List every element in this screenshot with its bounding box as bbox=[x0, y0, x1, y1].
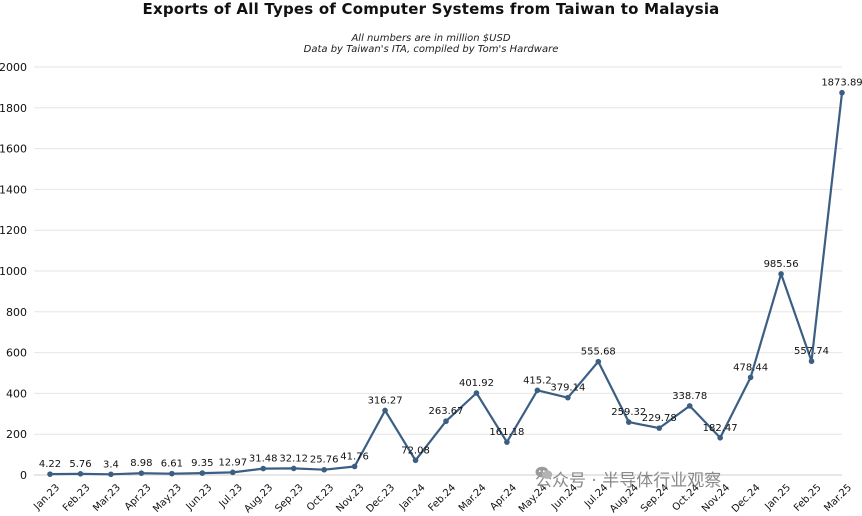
data-labels: 4.22 5.76 3.4 8.98 6.61 9.35 12.97 31.48 32.12 25… bbox=[39, 78, 862, 471]
y-tick-label: 1600 bbox=[0, 143, 27, 156]
x-tick-label: Nov.23 bbox=[334, 482, 366, 514]
x-tick-label: Dec.23 bbox=[364, 482, 397, 515]
y-tick-label: 200 bbox=[6, 428, 27, 441]
data-label: 5.76 bbox=[69, 459, 91, 470]
data-point bbox=[321, 466, 327, 473]
data-label: 182.47 bbox=[703, 423, 738, 434]
x-tick-label: Feb.23 bbox=[61, 482, 93, 514]
data-point bbox=[839, 89, 845, 96]
data-label: 3.4 bbox=[103, 459, 119, 470]
data-point bbox=[808, 358, 815, 365]
y-tick-label: 600 bbox=[6, 347, 27, 360]
y-tick-label: 400 bbox=[6, 387, 27, 400]
x-tick-label: Jan.23 bbox=[31, 482, 62, 513]
data-label: 401.92 bbox=[459, 378, 494, 389]
data-label: 557.74 bbox=[794, 346, 829, 357]
data-label: 4.22 bbox=[39, 459, 61, 470]
gridlines bbox=[34, 66, 842, 476]
x-tick-label: Mar.23 bbox=[91, 482, 123, 514]
data-label: 985.56 bbox=[764, 259, 799, 270]
y-tick-label: 2000 bbox=[0, 61, 27, 74]
x-tick-label: Apr.24 bbox=[488, 482, 519, 513]
x-tick-label: Dec.24 bbox=[730, 482, 763, 515]
x-tick-label: Jan.24 bbox=[397, 482, 428, 513]
data-point bbox=[412, 457, 419, 464]
data-point bbox=[169, 470, 175, 477]
data-point bbox=[138, 470, 145, 476]
data-label: 229.78 bbox=[642, 413, 677, 424]
chart-subtitle-units: All numbers are in million $USD bbox=[351, 33, 511, 44]
x-tick-label: Mar.25 bbox=[822, 482, 854, 514]
data-point bbox=[717, 434, 723, 441]
data-label: 12.97 bbox=[218, 457, 247, 468]
y-tick-label: 1400 bbox=[0, 183, 27, 196]
data-point bbox=[351, 463, 358, 470]
data-label: 555.68 bbox=[581, 347, 616, 358]
data-label: 32.12 bbox=[279, 453, 308, 464]
data-label: 263.67 bbox=[429, 406, 464, 417]
y-tick-label: 1000 bbox=[0, 265, 27, 278]
x-tick-label: Jan.25 bbox=[763, 482, 794, 513]
data-label: 25.76 bbox=[310, 455, 339, 466]
x-tick-label: Oct.23 bbox=[305, 482, 336, 513]
x-tick-label: Aug.23 bbox=[242, 482, 275, 515]
data-point bbox=[108, 471, 114, 478]
data-label: 338.78 bbox=[672, 391, 707, 402]
data-point bbox=[686, 403, 693, 409]
data-label: 41.76 bbox=[340, 451, 369, 462]
data-point bbox=[595, 358, 602, 365]
chart-subtitle-source: Data by Taiwan's ITA, compiled by Tom's … bbox=[303, 44, 559, 55]
data-label: 316.27 bbox=[368, 395, 403, 406]
y-tick-label: 800 bbox=[6, 306, 27, 319]
data-point bbox=[565, 394, 571, 401]
data-label: 415.2 bbox=[523, 375, 552, 386]
data-label: 8.98 bbox=[130, 458, 152, 469]
data-point bbox=[229, 469, 236, 476]
x-tick-label: Mar.24 bbox=[457, 482, 489, 514]
data-label: 31.48 bbox=[249, 454, 278, 465]
x-tick-label: Jun.23 bbox=[184, 482, 215, 513]
data-point bbox=[260, 465, 267, 472]
data-point bbox=[199, 470, 206, 476]
data-label: 379.14 bbox=[550, 383, 585, 394]
data-point bbox=[47, 471, 53, 477]
y-tick-label: 1200 bbox=[0, 224, 27, 237]
y-axis-ticks: 0 200 400 600 800 1000 1200 1400 1600 1800 2000 bbox=[0, 61, 27, 482]
x-tick-label: Apr.23 bbox=[123, 482, 154, 513]
data-label: 259.32 bbox=[611, 407, 646, 418]
data-label: 72.08 bbox=[401, 445, 430, 456]
data-point bbox=[534, 387, 541, 394]
data-point bbox=[747, 374, 754, 381]
data-point bbox=[77, 471, 84, 477]
wechat-icon bbox=[535, 466, 553, 479]
y-tick-label: 1800 bbox=[0, 102, 27, 115]
chart-title: Exports of All Types of Computer Systems… bbox=[142, 0, 720, 18]
x-tick-label: Sep.23 bbox=[273, 482, 305, 514]
data-point bbox=[382, 407, 388, 414]
x-tick-label: Feb.24 bbox=[427, 482, 459, 514]
x-tick-label: Jul.23 bbox=[217, 482, 245, 510]
x-tick-label: Feb.25 bbox=[792, 482, 824, 514]
watermark: 公众号 · 半导体行业观察 bbox=[535, 466, 721, 491]
data-point bbox=[656, 425, 663, 431]
data-label: 9.35 bbox=[191, 458, 213, 469]
data-label: 1873.89 bbox=[821, 78, 862, 89]
data-points bbox=[47, 89, 845, 478]
x-tick-label: May.23 bbox=[151, 482, 184, 515]
data-point bbox=[473, 390, 480, 396]
data-label: 161.18 bbox=[489, 427, 524, 438]
data-point bbox=[778, 271, 784, 277]
data-point bbox=[504, 439, 510, 445]
data-point bbox=[443, 418, 449, 425]
data-label: 6.61 bbox=[161, 459, 183, 470]
y-tick-label: 0 bbox=[20, 469, 27, 482]
data-point bbox=[625, 419, 632, 425]
watermark-text: 公众号 · 半导体行业观察 bbox=[535, 471, 722, 491]
data-label: 478.44 bbox=[733, 362, 768, 373]
data-point bbox=[290, 465, 297, 472]
